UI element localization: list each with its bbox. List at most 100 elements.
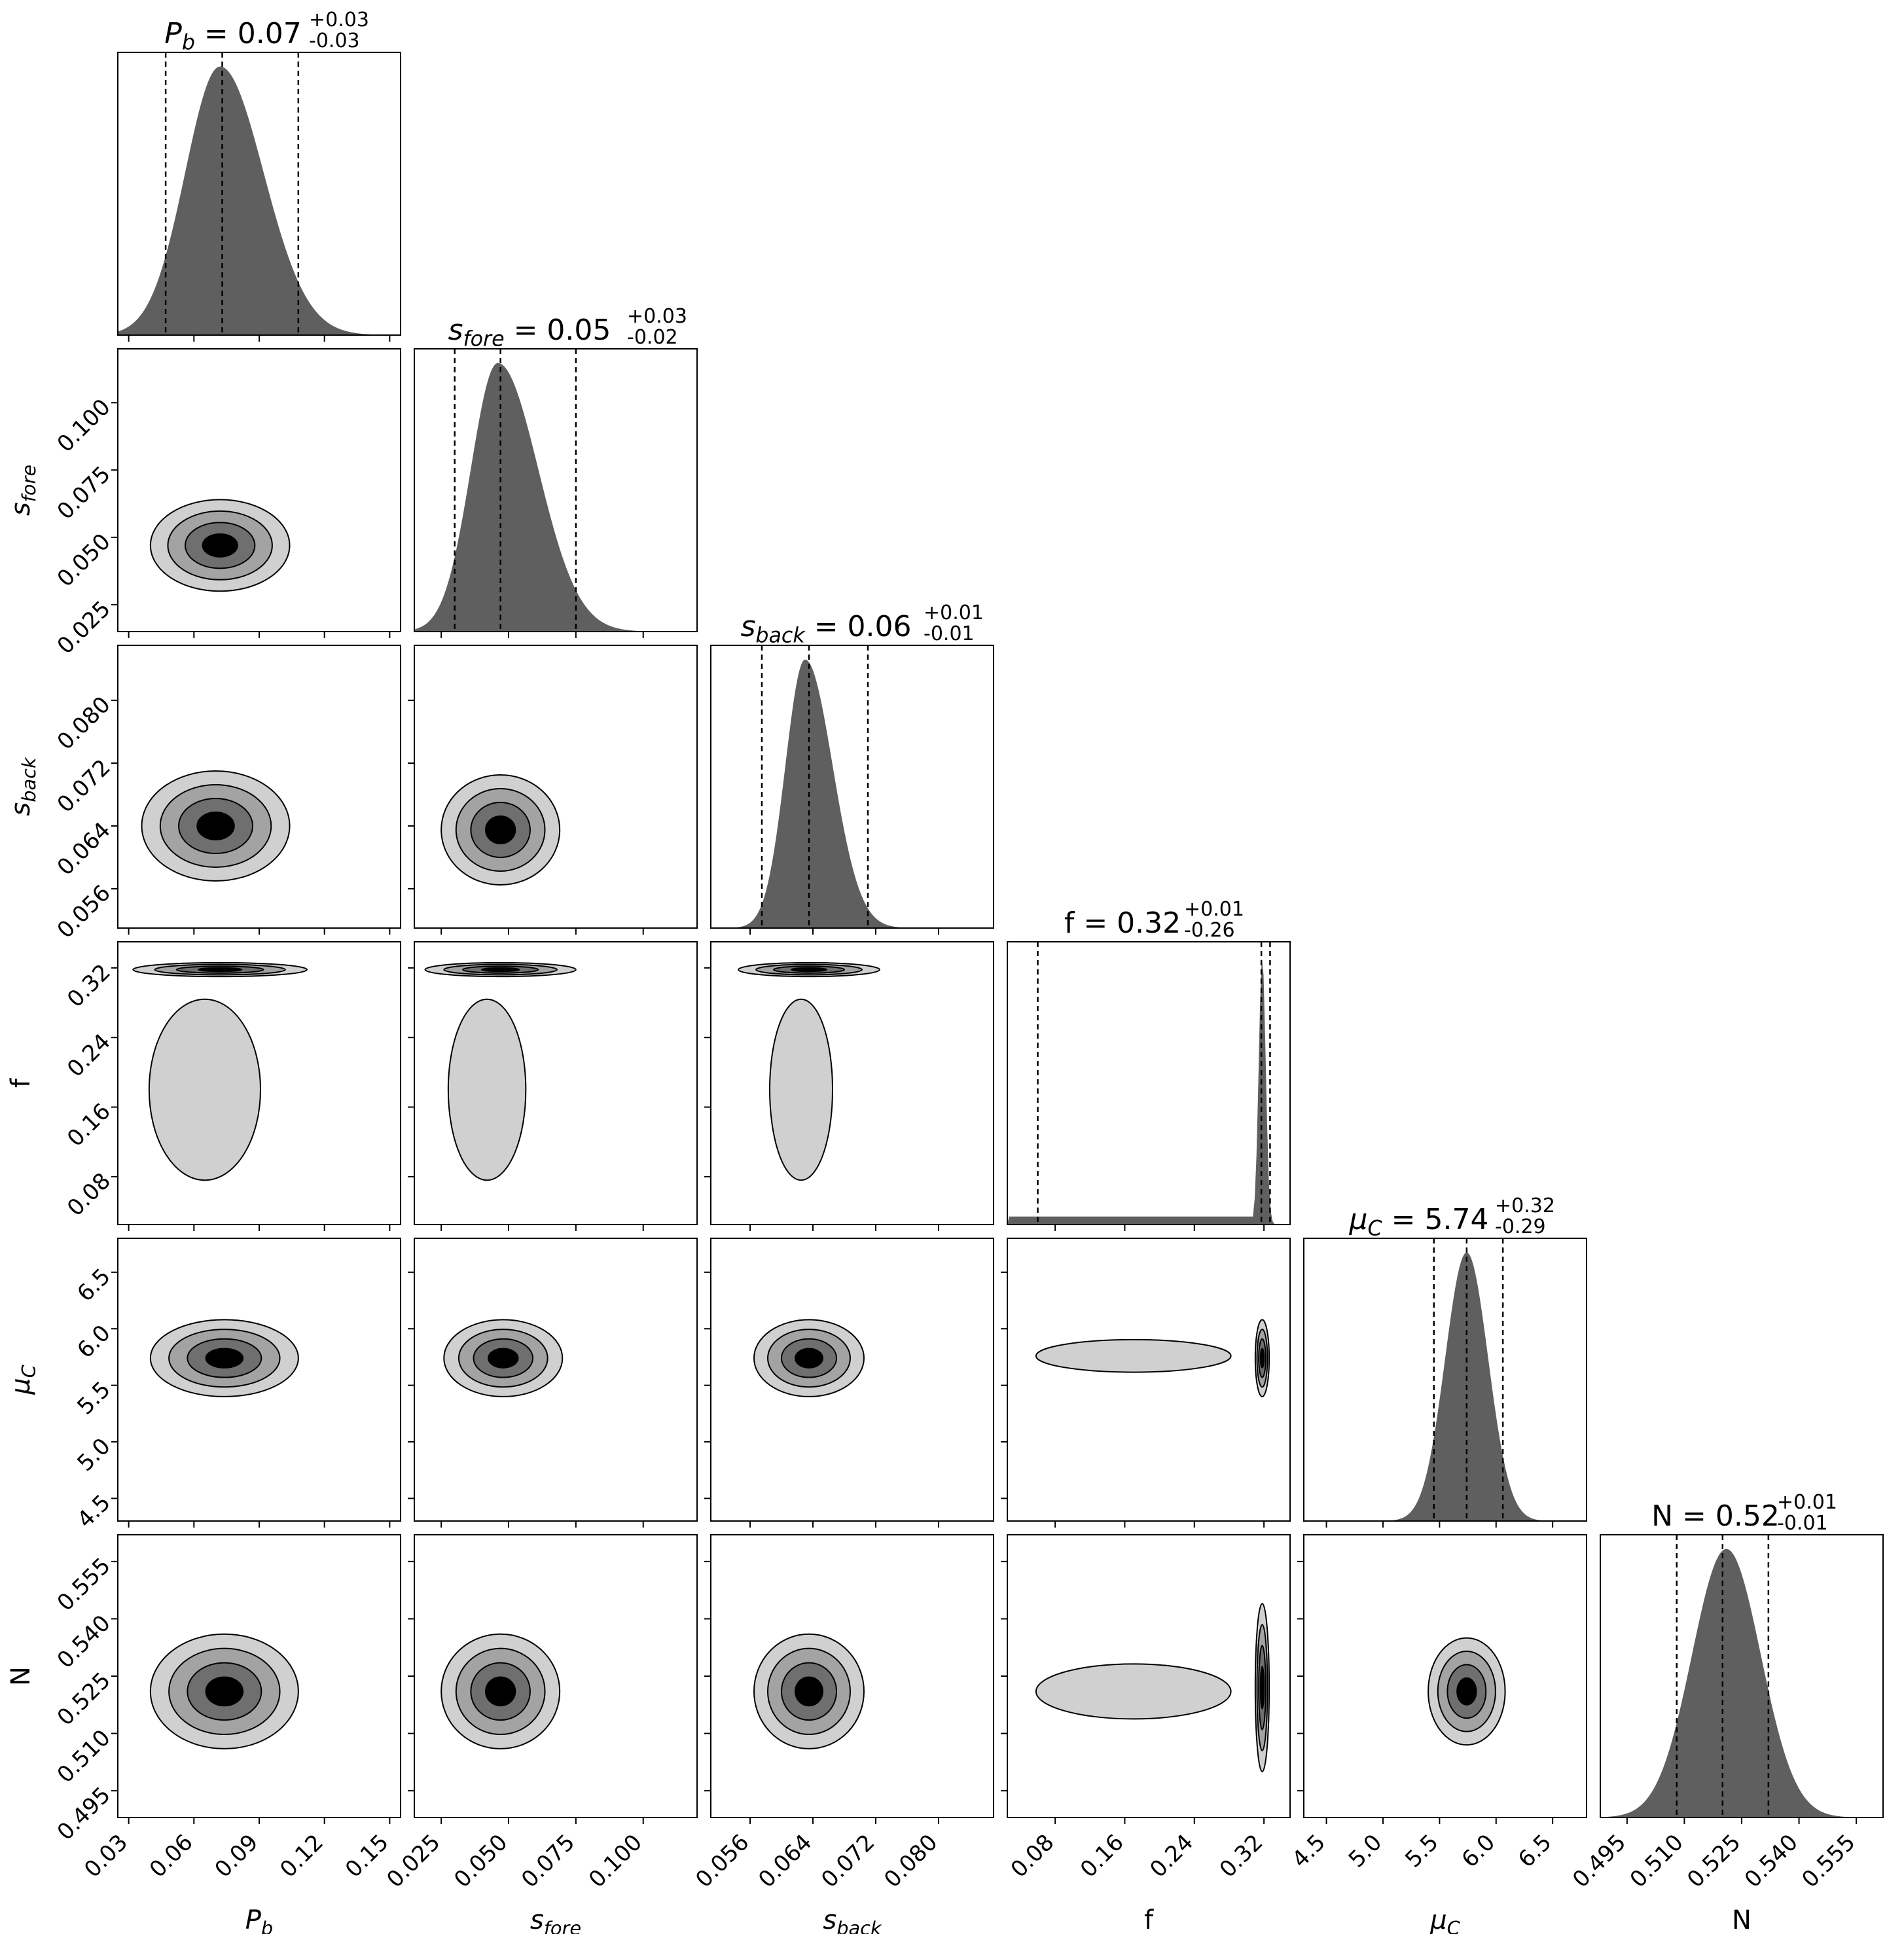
y-tick-label: 0.075	[52, 461, 116, 525]
y-axis-label-sback: sback	[6, 757, 40, 816]
panel-frame	[1007, 941, 1291, 1225]
contour-group	[753, 1319, 865, 1397]
contour-group	[738, 961, 880, 1181]
title-sfore-main: s	[448, 313, 463, 347]
contour-level	[485, 815, 516, 844]
panel-frame	[1007, 1238, 1291, 1522]
title-sfore-sub: fore	[463, 328, 505, 351]
contour-panel-f-muC	[1035, 1319, 1270, 1397]
title-plus-sfore: +0.03	[627, 305, 687, 328]
panel-frame	[710, 1238, 994, 1522]
contour-group	[440, 774, 561, 886]
title-sback: sback = 0.06	[740, 610, 911, 648]
contour-level	[205, 1676, 244, 1707]
y-tick-label: 0.050	[52, 529, 116, 592]
title-Pb-tail: = 0.07	[195, 17, 302, 50]
contour-level	[205, 1348, 244, 1369]
y-axis-label-muC-sub: C	[18, 1364, 40, 1378]
y-axis-label-sback-main: s	[6, 802, 36, 816]
contour-level	[1456, 1677, 1477, 1706]
contour-panel-Pb-sback	[141, 770, 291, 882]
contour-level	[795, 1348, 823, 1369]
y-axis-label-sfore-sub: fore	[18, 465, 40, 502]
y-axis-label-sfore: sfore	[6, 465, 40, 516]
contour-panel-sback-muC	[753, 1319, 865, 1397]
x-axis-label-muC: μC	[1429, 1905, 1460, 1934]
y-tick-label: 6.0	[72, 1320, 116, 1364]
y-tick-label: 5.0	[72, 1433, 116, 1477]
title-Pb: Pb = 0.07	[164, 17, 301, 55]
contour-level	[1259, 1666, 1265, 1710]
x-tick-label: 0.510	[1625, 1829, 1689, 1893]
x-axis-label-sfore-sub: fore	[544, 1917, 581, 1934]
hist-panel-f	[1007, 942, 1290, 1225]
x-axis-label-sback-main: s	[823, 1905, 836, 1934]
y-tick-label: 0.080	[52, 692, 116, 755]
y-tick-label: 0.056	[52, 880, 116, 944]
x-axis-label-N: N	[1732, 1905, 1751, 1934]
contour-panel-muC-N	[1428, 1637, 1506, 1746]
panel-frame	[414, 941, 698, 1225]
hist-area	[1007, 958, 1290, 1225]
x-axis-label-Pb: Pb	[245, 1905, 273, 1934]
y-tick-label: 0.510	[52, 1725, 116, 1788]
y-tick-label: 0.064	[52, 817, 116, 881]
contour-panel-sfore-sback	[440, 774, 561, 886]
y-tick-label: 0.32	[62, 959, 116, 1012]
x-tick-label: 0.540	[1740, 1829, 1803, 1893]
contour-panel-Pb-f	[132, 961, 308, 1181]
title-minus-sfore: -0.02	[627, 326, 678, 349]
hist-panel-muC	[1304, 1238, 1587, 1521]
contour-panel-Pb-N	[149, 1633, 299, 1749]
y-axis-label-f-main: f	[6, 1078, 36, 1088]
contour-level	[196, 812, 235, 840]
contour-group	[424, 961, 577, 1181]
y-tick-label: 0.555	[52, 1552, 116, 1616]
x-axis-label-f: f	[1144, 1905, 1154, 1934]
y-axis-label-muC-main: μ	[6, 1378, 36, 1395]
contour-panel-sfore-muC	[443, 1319, 564, 1397]
hist-area	[1304, 1252, 1587, 1521]
y-axis-label-f: f	[6, 1078, 36, 1088]
x-tick-label: 0.32	[1215, 1829, 1268, 1883]
title-minus-N: -0.01	[1777, 1512, 1828, 1535]
contour-panel-Pb-sfore	[149, 499, 291, 592]
x-axis-label-muC-sub: C	[1447, 1917, 1461, 1934]
x-axis-label-sfore: sfore	[530, 1905, 581, 1934]
title-f-main: f = 0.32	[1064, 906, 1181, 940]
x-axis-label-sback: sback	[823, 1905, 882, 1934]
contour-level	[1259, 1348, 1265, 1369]
y-tick-label: 0.16	[62, 1098, 116, 1152]
x-tick-label: 0.056	[691, 1829, 754, 1893]
title-muC: μC = 5.74	[1349, 1203, 1489, 1241]
contour-level	[202, 533, 238, 558]
contour-panel-Pb-muC	[149, 1319, 299, 1397]
x-tick-label: 6.5	[1513, 1829, 1557, 1873]
x-tick-label: 4.5	[1287, 1829, 1331, 1873]
y-tick-label: 0.495	[52, 1782, 116, 1846]
y-tick-label: 0.540	[52, 1610, 116, 1674]
contour-group	[440, 1633, 561, 1749]
panel-frame	[710, 941, 994, 1225]
x-tick-label: 0.075	[516, 1829, 580, 1893]
hist-panel-sfore	[414, 349, 697, 632]
title-muC-tail: = 5.74	[1382, 1203, 1489, 1236]
contour-group	[1035, 1319, 1270, 1397]
panel-grid: 0.0250.0500.0750.1000.0560.0640.0720.080…	[6, 9, 1884, 1934]
title-plus-f: +0.01	[1184, 898, 1244, 921]
title-sfore: sfore = 0.05	[448, 313, 611, 351]
y-tick-label: 0.24	[62, 1029, 116, 1083]
y-tick-label: 0.100	[52, 394, 116, 457]
contour-group	[1428, 1637, 1506, 1746]
contour-panel-f-N	[1035, 1603, 1270, 1772]
contour-panel-sback-f	[738, 961, 880, 1181]
x-tick-label: 0.06	[145, 1829, 198, 1883]
contour-level	[480, 967, 520, 973]
contour-tail	[1035, 1663, 1232, 1720]
contour-group	[753, 1633, 865, 1749]
contour-group	[149, 1633, 299, 1749]
hist-panel-N	[1600, 1535, 1883, 1818]
x-tick-label: 0.16	[1075, 1829, 1129, 1883]
x-tick-label: 6.0	[1457, 1829, 1501, 1873]
y-tick-label: 0.025	[52, 596, 116, 659]
